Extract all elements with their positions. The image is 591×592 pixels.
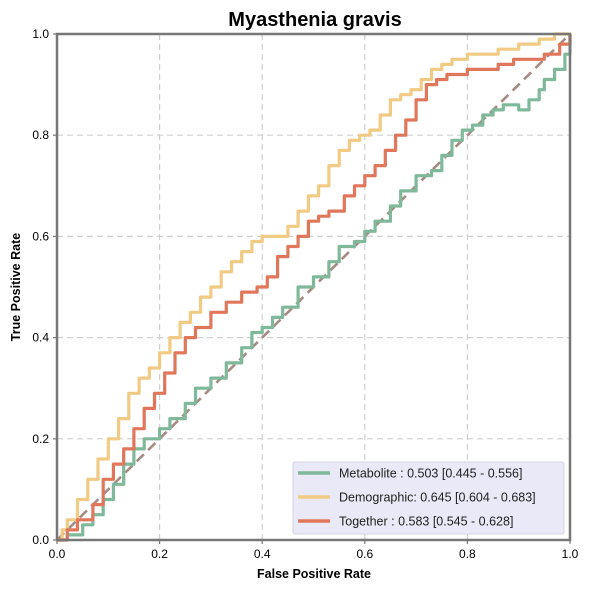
series-line-metabolite <box>57 34 572 542</box>
x-tick-label: 0.2 <box>151 547 168 561</box>
x-tick-label: 0.4 <box>254 547 271 561</box>
series-layer <box>57 32 572 542</box>
chart-title: Myasthenia gravis <box>228 9 401 31</box>
y-tick-label: 0.2 <box>32 432 49 446</box>
x-axis-label: False Positive Rate <box>257 567 371 581</box>
legend-box <box>292 461 565 535</box>
x-tick-label: 0.0 <box>49 547 66 561</box>
plot-frame <box>55 32 572 542</box>
y-axis-label: True Positive Rate <box>9 233 23 341</box>
x-axis-ticks: 0.0 0.2 0.4 0.6 0.8 1.0 <box>49 540 579 561</box>
x-tick-label: 0.6 <box>356 547 373 561</box>
series-line-demographic <box>57 32 570 542</box>
y-tick-label: 1.0 <box>32 27 49 41</box>
y-tick-label: 0.0 <box>32 533 49 547</box>
grid <box>57 34 570 540</box>
x-tick-label: 0.8 <box>459 547 476 561</box>
legend: Metabolite : 0.503 [0.445 - 0.556] Demogr… <box>292 461 565 535</box>
legend-label-together: Together : 0.583 [0.545 - 0.628] <box>339 515 513 529</box>
y-tick-label: 0.4 <box>32 331 49 345</box>
y-tick-label: 0.6 <box>32 229 49 243</box>
x-tick-label: 1.0 <box>562 547 579 561</box>
series-line-together <box>57 34 572 542</box>
legend-label-demographic: Demographic: 0.645 [0.604 - 0.683] <box>339 491 536 505</box>
y-axis-ticks: 0.0 0.2 0.4 0.6 0.8 1.0 <box>32 27 57 547</box>
y-tick-label: 0.8 <box>32 128 49 142</box>
legend-label-metabolite: Metabolite : 0.503 [0.445 - 0.556] <box>339 467 522 481</box>
